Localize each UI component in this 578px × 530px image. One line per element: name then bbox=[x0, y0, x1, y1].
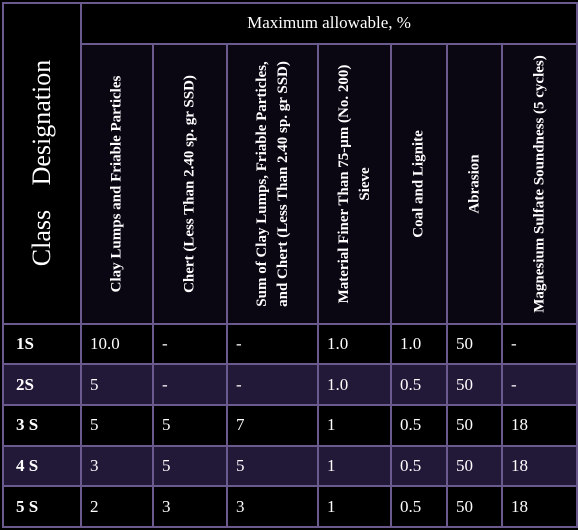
value-cell: 1 bbox=[317, 444, 392, 488]
value-cell: - bbox=[152, 363, 228, 407]
value-cell: 1 bbox=[317, 404, 392, 447]
table-row: 2S 5 - - 1.0 0.5 50 - bbox=[2, 363, 578, 407]
column-header-clay-lumps: Clay Lumps and Friable Particles bbox=[80, 42, 154, 325]
value-cell: 0.5 bbox=[390, 485, 448, 528]
column-header-label: Material Finer Than 75-μm (No. 200) Siev… bbox=[335, 64, 373, 304]
column-header-chert: Chert (Less Than 2.40 sp. gr SSD) bbox=[152, 42, 228, 325]
column-header-label: Coal and Lignite bbox=[410, 129, 427, 238]
value-cell: 50 bbox=[446, 485, 503, 528]
value-cell: 50 bbox=[446, 404, 503, 447]
value-cell: 18 bbox=[500, 404, 578, 447]
value-cell: - bbox=[152, 322, 228, 366]
value-cell: 1.0 bbox=[317, 363, 392, 407]
class-cell: 5 S bbox=[2, 485, 82, 528]
class-designation-label: Class Designation bbox=[27, 60, 56, 267]
class-cell: 2S bbox=[2, 363, 82, 407]
column-header-soundness: Magnesium Sulfate Soundness (5 cycles) bbox=[500, 42, 578, 325]
table-row: 4 S 3 5 5 1 0.5 50 18 bbox=[2, 444, 578, 488]
column-header-fines: Material Finer Than 75-μm (No. 200) Siev… bbox=[317, 42, 392, 325]
value-cell: - bbox=[226, 322, 319, 366]
value-cell: 0.5 bbox=[390, 363, 448, 407]
value-cell: - bbox=[500, 363, 578, 407]
table-row: 3 S 5 5 7 1 0.5 50 18 bbox=[2, 404, 578, 447]
group-header-row: Class Designation Maximum allowable, % bbox=[2, 2, 578, 325]
column-header-label: Sum of Clay Lumps, Friable Particles, an… bbox=[253, 60, 291, 307]
value-cell: 1.0 bbox=[317, 322, 392, 366]
value-cell: 10.0 bbox=[80, 322, 154, 366]
value-cell: 2 bbox=[80, 485, 154, 528]
column-header-row: Clay Lumps and Friable Particles Chert (… bbox=[3, 42, 578, 325]
value-cell: 3 bbox=[80, 444, 154, 488]
value-cell: 0.5 bbox=[390, 404, 448, 447]
value-cell: 3 bbox=[152, 485, 228, 528]
column-header-coal: Coal and Lignite bbox=[390, 42, 448, 325]
class-cell: 1S bbox=[2, 322, 82, 366]
value-cell: 5 bbox=[226, 444, 319, 488]
value-cell: 5 bbox=[80, 404, 154, 447]
class-designation-header: Class Designation bbox=[2, 2, 82, 325]
column-header-sum: Sum of Clay Lumps, Friable Particles, an… bbox=[226, 42, 319, 325]
column-header-label: Clay Lumps and Friable Particles bbox=[108, 75, 125, 293]
value-cell: 18 bbox=[500, 444, 578, 488]
value-cell: 50 bbox=[446, 363, 503, 407]
value-cell: 1.0 bbox=[390, 322, 448, 366]
value-cell: 1 bbox=[317, 485, 392, 528]
class-cell: 4 S bbox=[2, 444, 82, 488]
column-header-label: Chert (Less Than 2.40 sp. gr SSD) bbox=[181, 74, 198, 293]
maximum-allowable-header: Maximum allowable, % bbox=[79, 2, 578, 45]
value-cell: 5 bbox=[152, 404, 228, 447]
value-cell: 50 bbox=[446, 322, 503, 366]
value-cell: 5 bbox=[152, 444, 228, 488]
value-cell: 18 bbox=[500, 485, 578, 528]
column-header-label: Magnesium Sulfate Soundness (5 cycles) bbox=[531, 54, 547, 313]
value-cell: 7 bbox=[226, 404, 319, 447]
value-cell: - bbox=[226, 363, 319, 407]
value-cell: 5 bbox=[80, 363, 154, 407]
value-cell: 0.5 bbox=[390, 444, 448, 488]
value-cell: 3 bbox=[226, 485, 319, 528]
column-header-label: Abrasion bbox=[466, 154, 482, 214]
value-cell: - bbox=[500, 322, 578, 366]
table-row: 1S 10.0 - - 1.0 1.0 50 - bbox=[2, 322, 578, 366]
column-header-abrasion: Abrasion bbox=[446, 42, 503, 325]
value-cell: 50 bbox=[446, 444, 503, 488]
class-cell: 3 S bbox=[2, 404, 82, 447]
table-row: 5 S 2 3 3 1 0.5 50 18 bbox=[2, 485, 578, 528]
